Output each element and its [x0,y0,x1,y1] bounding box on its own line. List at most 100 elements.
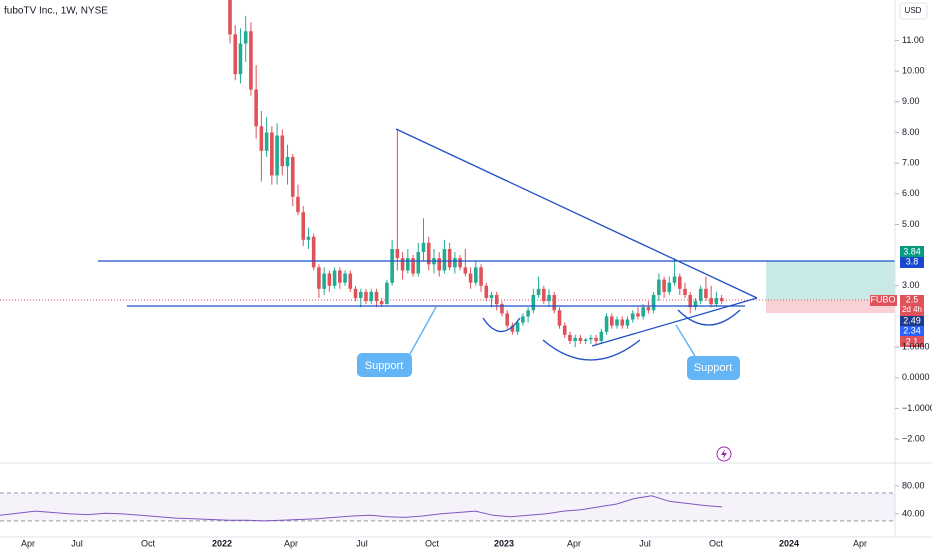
x-tick-label: 2024 [779,538,799,548]
candle-body [688,294,693,308]
candle-body [442,248,447,271]
candle-body [411,258,415,274]
candle-body [683,288,687,295]
y-tick-label: −2.00 [902,433,925,443]
currency-button[interactable] [899,2,928,20]
candle-body [400,258,405,271]
candle-body [416,252,421,274]
x-tick-label: Apr [853,538,867,548]
candles [228,0,724,348]
candle-body [311,236,316,268]
rsi-tick-label: 40.00 [902,508,925,518]
price-tag [900,295,924,316]
candle-body [651,294,656,311]
candle-body [238,43,243,75]
triangle-upper [395,128,758,299]
candle-body [526,310,530,317]
candle-body [562,325,567,335]
drawings [98,128,895,361]
y-tick-label: 1.0000 [902,341,930,351]
candle-body [317,267,321,289]
candle-body [343,273,347,283]
candle-body [327,273,332,286]
x-tick-label: Apr [21,538,35,548]
candle-body [270,132,274,176]
x-tick-label: Oct [425,538,440,548]
candle-body [385,282,389,305]
y-tick-label: 10.00 [902,66,925,76]
candle-body [374,291,379,302]
candle-body [468,273,473,283]
cup-arc [677,309,741,326]
x-tick-label: Oct [141,538,156,548]
price-tag [900,257,924,268]
candle-body [657,279,661,295]
candle-body [364,291,368,302]
candle-body [599,331,604,341]
candle-body [484,285,489,299]
price-tag [900,316,924,326]
candle-body [332,270,337,286]
symbol-text: FUBO [870,294,895,304]
rsi-line [0,495,723,522]
callout-text: Support [694,362,733,374]
x-tick-label: Oct [709,538,724,548]
candle-body [521,316,525,323]
event-icon-bolt [721,449,727,459]
candle-body [353,288,358,299]
countdown: 2d 4h [902,305,922,314]
candle-body [615,319,619,326]
candle-body [421,242,426,253]
candle-body [641,307,645,317]
candle-body [348,273,353,289]
candle-body [254,89,258,127]
candle-body [604,316,609,332]
profit-zone [766,261,895,300]
x-tick-label: 2022 [212,538,232,548]
candle-body [453,258,457,268]
candle-body [698,288,703,302]
y-tick-label: 8.00 [902,127,920,137]
price-tag [900,246,924,257]
candle-body [568,334,572,341]
candle-body [390,248,394,283]
candle-body [672,276,677,283]
candle-body [714,298,719,305]
y-tick-label: 5.00 [902,219,920,229]
candle-body [531,294,536,311]
event-icon[interactable] [716,446,732,462]
candle-body [447,248,452,268]
chart-title: fuboTV Inc., 1W, NYSE [4,6,108,17]
y-tick-label: −1.0000 [902,403,932,413]
candle-body [426,242,431,265]
candle-body [536,288,541,295]
callouts: Support Support [357,306,740,380]
candle-body [306,236,311,240]
callout-box [357,353,412,377]
candle-body [515,322,520,332]
candle-body [552,294,557,311]
loss-zone [766,300,895,313]
candle-body [704,288,708,299]
candle-body [489,294,494,299]
x-tick-label: Apr [567,538,581,548]
candle-body [474,267,478,283]
price-tag-text: 2.49 [903,315,921,325]
candle-body [285,156,290,167]
candle-body [358,291,363,299]
y-tick-label: 3.00 [902,280,920,290]
x-tick-label: 2023 [494,538,514,548]
y-tick-label: 9.00 [902,96,920,106]
y-tick-label: 7.00 [902,157,920,167]
candle-body [693,301,698,308]
price-tag-text: 2.1 [906,336,919,346]
rsi-band [0,492,895,521]
y-tick-label: 0.0000 [902,372,930,382]
candle-body [479,267,483,286]
candle-body [557,310,562,326]
candle-body [594,337,598,341]
candle-body [542,288,546,302]
x-tick-label: Jul [639,538,651,548]
candle-body [636,313,640,317]
